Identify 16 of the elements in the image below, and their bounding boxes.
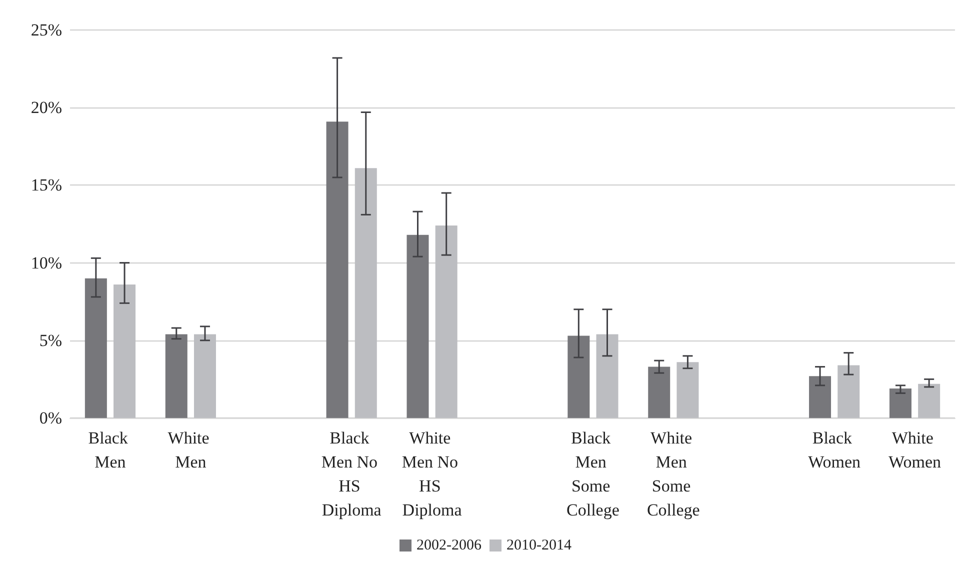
x-tick-label: Black Men No HS Diploma bbox=[321, 428, 382, 520]
y-tick-label: 15% bbox=[30, 176, 62, 195]
x-tick-label: White Men Some College bbox=[646, 428, 700, 520]
x-tick-label: Black Women bbox=[808, 428, 862, 472]
legend-label: 2002-2006 bbox=[416, 538, 482, 554]
y-tick-label: 20% bbox=[30, 98, 62, 118]
x-tick-label: Black Men Some College bbox=[566, 428, 620, 520]
x-tick-label: White Men No HS Diploma bbox=[402, 428, 462, 520]
x-tick-label: White Women bbox=[888, 428, 942, 472]
x-tick-label: Black Men bbox=[88, 428, 132, 472]
y-tick-label: 10% bbox=[30, 253, 62, 272]
y-tick-label: 0% bbox=[39, 408, 62, 428]
x-tick-label: White Men bbox=[168, 428, 214, 472]
y-tick-label: 5% bbox=[39, 330, 62, 350]
legend-label: 2010-2014 bbox=[506, 538, 572, 554]
y-tick-label: 25% bbox=[30, 20, 62, 40]
